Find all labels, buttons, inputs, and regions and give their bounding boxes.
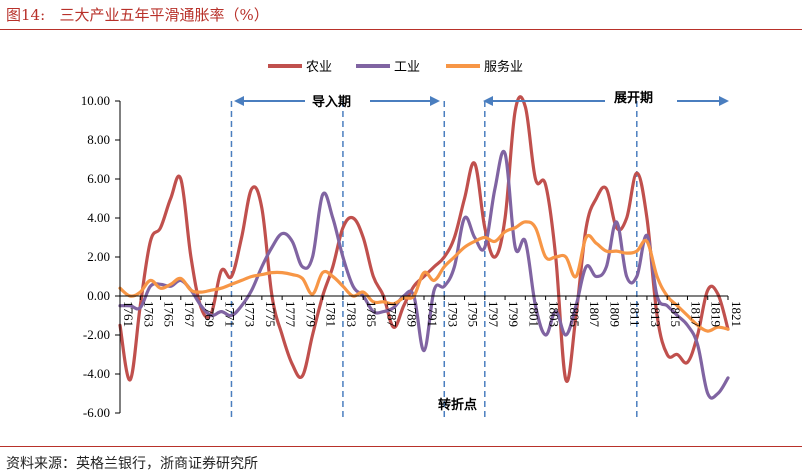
x-tick-label: 1793 <box>445 301 460 327</box>
phase-annotations: 导入期 展开期 转折点 <box>234 91 729 413</box>
axes: 10.00 8.00 6.00 4.00 2.00 0.00 -2.00 -4.00 -6.00… <box>81 93 744 420</box>
x-tick-label: 1781 <box>324 301 339 327</box>
x-tick-label: 1767 <box>182 301 197 328</box>
turning-point-label: 转折点 <box>438 397 477 413</box>
series-line-industry <box>118 149 730 400</box>
y-tick-label: -4.00 <box>83 366 110 381</box>
x-tick-label: 1765 <box>162 301 177 327</box>
series-line-agriculture <box>118 95 730 383</box>
x-tick-label: 1815 <box>668 301 683 327</box>
x-tick-label: 1821 <box>729 301 744 327</box>
x-tick-label: 1809 <box>607 301 622 327</box>
x-tick-label: 1805 <box>567 301 582 327</box>
x-tick-label: 1791 <box>425 301 440 327</box>
import-period-label: 导入期 <box>312 95 351 110</box>
legend-label-agriculture: 农业 <box>306 60 332 75</box>
x-tick-label: 1797 <box>486 301 501 328</box>
x-tick-label: 1777 <box>283 301 298 328</box>
x-tick-label: 1769 <box>202 301 217 327</box>
x-tick-label: 1799 <box>506 301 521 327</box>
y-tick-label: 2.00 <box>87 249 110 264</box>
x-tick-label: 1785 <box>364 301 379 327</box>
y-tick-label: 0.00 <box>87 288 110 303</box>
x-tick-label: 1773 <box>243 301 258 327</box>
x-tick-label: 1775 <box>263 301 278 327</box>
x-tick-label: 1803 <box>547 301 562 327</box>
legend-label-services: 服务业 <box>484 59 523 75</box>
x-tick-label: 1811 <box>628 301 643 327</box>
x-tick-label: 1795 <box>466 301 481 327</box>
legend: 农业 工业 服务业 <box>268 59 523 75</box>
y-tick-label: 8.00 <box>87 132 110 147</box>
y-tick-label: 6.00 <box>87 171 110 186</box>
x-tick-label: 1819 <box>709 301 724 327</box>
y-tick-label: -6.00 <box>83 405 110 420</box>
inflation-line-chart: 10.00 8.00 6.00 4.00 2.00 0.00 -2.00 -4.00 -6.00… <box>81 59 744 420</box>
title-divider <box>0 29 802 30</box>
source-divider <box>0 446 802 447</box>
y-tick-label: 10.00 <box>81 93 110 108</box>
series-line-services <box>118 220 730 333</box>
figure-title: 图14: 三大产业五年平滑通胀率（%） <box>6 6 269 24</box>
x-tick-label: 1807 <box>587 301 602 328</box>
x-tick-label: 1789 <box>405 301 420 327</box>
x-tick-label: 1813 <box>648 301 663 327</box>
phase-dividers <box>230 101 638 420</box>
x-tick-label: 1783 <box>344 301 359 327</box>
legend-label-industry: 工业 <box>394 60 420 75</box>
y-tick-label: 4.00 <box>87 210 110 225</box>
source-note: 资料来源：英格兰银行，浙商证券研究所 <box>6 456 258 472</box>
x-tick-label: 1771 <box>222 301 237 327</box>
x-tick-label: 1787 <box>384 301 399 328</box>
x-tick-label: 1801 <box>526 301 541 327</box>
x-tick-label: 1763 <box>141 301 156 327</box>
x-tick-label: 1817 <box>688 301 703 328</box>
expansion-period-label: 展开期 <box>614 91 653 106</box>
x-tick-label: 1779 <box>303 301 318 327</box>
x-tick-label: 1761 <box>121 301 136 327</box>
series-lines <box>118 95 730 400</box>
y-tick-label: -2.00 <box>83 327 110 342</box>
